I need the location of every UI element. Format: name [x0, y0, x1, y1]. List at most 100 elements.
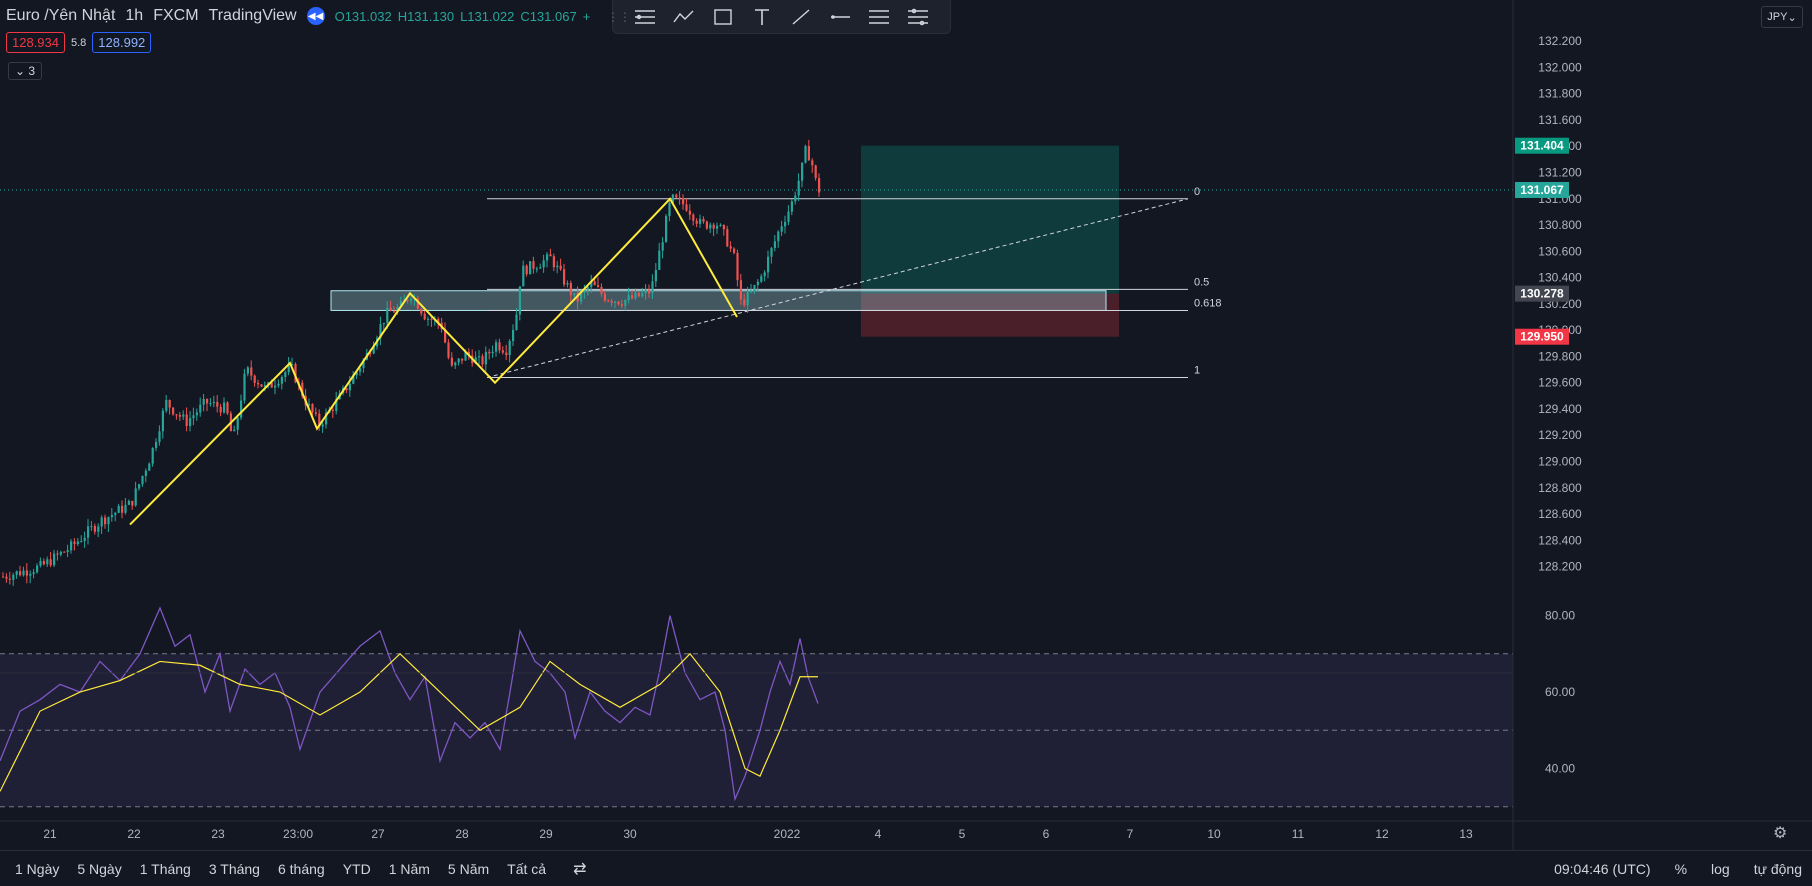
candle-body — [240, 400, 243, 418]
candle-body — [369, 352, 372, 354]
candle-body — [131, 500, 134, 506]
range-button[interactable]: 5 Năm — [447, 860, 490, 877]
range-button[interactable]: 1 Tháng — [139, 860, 191, 877]
path-icon[interactable] — [664, 0, 703, 33]
regression-icon[interactable] — [898, 0, 937, 33]
candle-body — [450, 357, 453, 366]
candle-body — [688, 210, 691, 215]
candle-body — [576, 292, 579, 302]
candle-body — [682, 198, 685, 205]
candle-body — [263, 385, 266, 387]
candle-body — [590, 281, 593, 288]
candle-body — [301, 382, 304, 397]
candle-body — [746, 291, 749, 306]
percent-toggle[interactable]: % — [1674, 860, 1688, 877]
sell-price[interactable]: 128.934 — [6, 32, 65, 53]
candle-body — [284, 372, 287, 377]
candle-body — [556, 265, 559, 268]
compare-icon[interactable]: ⇄ — [573, 860, 587, 878]
candle-body — [750, 291, 753, 293]
candle-body — [314, 412, 317, 414]
candle-body — [311, 404, 314, 413]
candle-body — [678, 197, 681, 199]
range-button[interactable]: 1 Ngày — [15, 860, 60, 877]
candle-body — [563, 269, 566, 285]
rewind-icon[interactable]: ◀◀ — [306, 7, 325, 25]
candle-body — [787, 211, 790, 222]
text-icon[interactable] — [742, 0, 781, 33]
candle-body — [19, 571, 22, 576]
candle-body — [243, 373, 246, 401]
candle-body — [736, 252, 739, 281]
interval-label[interactable]: 1h — [125, 7, 144, 24]
symbol-header: Euro /Yên Nhật 1h FXCM TradingView ◀◀ O1… — [6, 5, 590, 27]
candle-body — [359, 368, 362, 372]
candle-body — [505, 352, 508, 356]
marked-price-label: 130.278 — [1520, 287, 1564, 301]
candle-body — [498, 342, 501, 351]
candle-body — [804, 146, 807, 163]
horizontal-ray-icon[interactable] — [820, 0, 859, 33]
candle-body — [185, 414, 188, 427]
horizontal-lines-icon[interactable] — [625, 0, 664, 33]
log-toggle[interactable]: log — [1711, 860, 1730, 877]
time-tick-label: 12 — [1375, 827, 1389, 841]
price-tick-label: 130.600 — [1538, 244, 1582, 258]
candle-body — [66, 550, 69, 552]
range-button[interactable]: 1 Năm — [388, 860, 430, 877]
candle-body — [257, 382, 260, 385]
time-tick-label: 27 — [371, 827, 385, 841]
candle-body — [12, 574, 15, 580]
candle-body — [641, 292, 644, 297]
trend-line-icon[interactable] — [781, 0, 820, 33]
time-tick-label: 4 — [875, 827, 882, 841]
candle-body — [614, 301, 617, 303]
candle-body — [427, 318, 430, 320]
candle-body — [141, 475, 144, 485]
candle-body — [83, 537, 86, 542]
candle-body — [753, 284, 756, 292]
candle-body — [467, 351, 470, 356]
auto-toggle[interactable]: tự động — [1753, 860, 1802, 877]
range-button[interactable]: 6 tháng — [277, 860, 325, 877]
stop-zone — [861, 293, 1119, 337]
spread-value: 5.8 — [71, 36, 87, 49]
range-button[interactable]: Tất cả — [507, 860, 547, 877]
clock-time[interactable]: 09:04:46 (UTC) — [1554, 860, 1651, 877]
time-tick-label: 30 — [623, 827, 637, 841]
gear-icon[interactable]: ⚙ — [1773, 825, 1788, 842]
time-tick-label: 23:00 — [283, 827, 313, 841]
parallel-channel-icon[interactable] — [859, 0, 898, 33]
buy-price[interactable]: 128.992 — [92, 32, 152, 53]
rectangle-icon[interactable] — [703, 0, 742, 33]
candle-body — [22, 570, 25, 576]
candle-body — [671, 194, 674, 203]
range-button[interactable]: YTD — [342, 860, 371, 877]
candle-body — [518, 286, 521, 315]
candle-body — [454, 362, 457, 366]
indicators-collapse-button[interactable]: ⌄ 3 — [8, 62, 43, 80]
fib-level-label: 0 — [1194, 186, 1200, 198]
candle-body — [665, 216, 668, 243]
candle-body — [712, 224, 715, 229]
price-tick-label: 132.200 — [1538, 34, 1582, 48]
range-button[interactable]: 5 Ngày — [77, 860, 122, 877]
low-value: L131.022 — [460, 8, 515, 24]
drag-handle-icon[interactable]: ⋮⋮ — [607, 9, 631, 24]
candle-body — [124, 504, 127, 513]
currency-select[interactable]: JPY ⌄ — [1761, 6, 1803, 28]
candle-body — [42, 561, 45, 565]
candle-body — [277, 383, 280, 386]
candle-body — [90, 526, 93, 528]
symbol-name[interactable]: Euro /Yên Nhật — [6, 7, 116, 24]
candle-body — [457, 358, 460, 363]
quote-panel: 128.934 5.8 128.992 — [6, 32, 152, 53]
candle-body — [756, 281, 759, 285]
candle-body — [437, 318, 440, 323]
rsi-tick-label: 80.00 — [1545, 609, 1575, 623]
candle-body — [212, 401, 215, 404]
candle-body — [658, 250, 661, 270]
range-button[interactable]: 3 Tháng — [208, 860, 260, 877]
candle-body — [818, 178, 821, 193]
